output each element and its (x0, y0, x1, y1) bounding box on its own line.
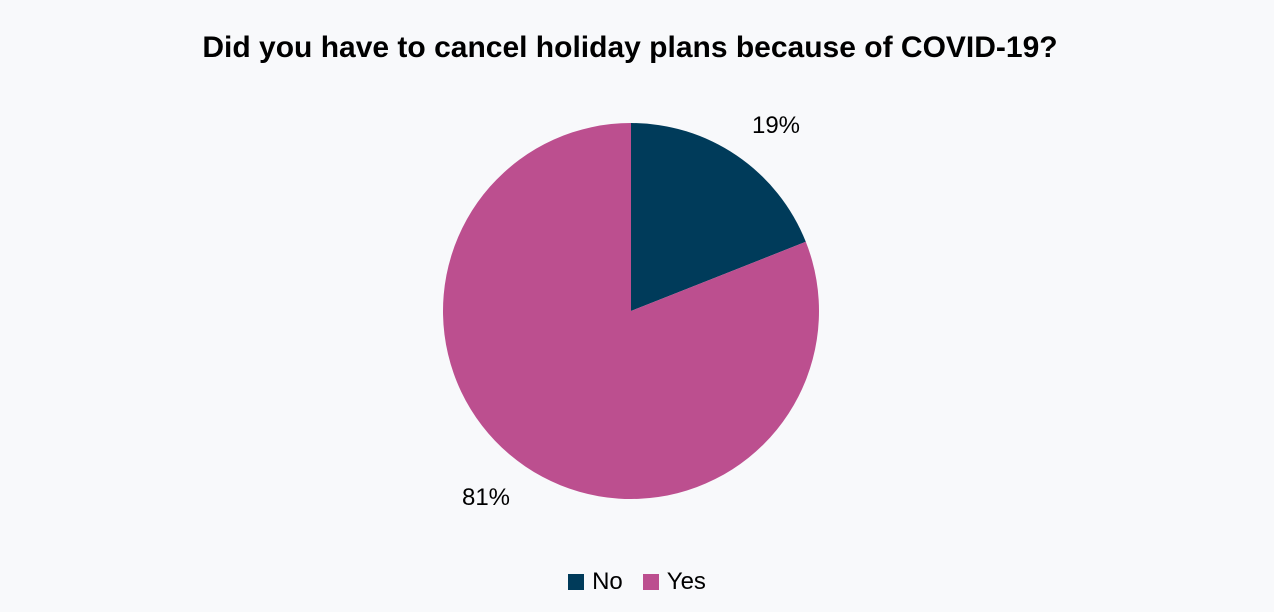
pie-slice-yes (443, 123, 820, 499)
legend-swatch-yes (642, 574, 659, 590)
chart-title: Did you have to cancel holiday plans bec… (202, 31, 1058, 64)
data-label-yes: 81% (462, 484, 510, 511)
data-label-no: 19% (752, 112, 800, 139)
legend-item-yes: Yes (642, 568, 706, 596)
legend-swatch-no (568, 574, 585, 590)
legend-label-no: No (592, 568, 623, 595)
legend-item-no: No (568, 568, 623, 596)
pie-slice-no (631, 123, 806, 311)
legend: No Yes (0, 568, 1274, 596)
legend-label-yes: Yes (666, 568, 706, 595)
